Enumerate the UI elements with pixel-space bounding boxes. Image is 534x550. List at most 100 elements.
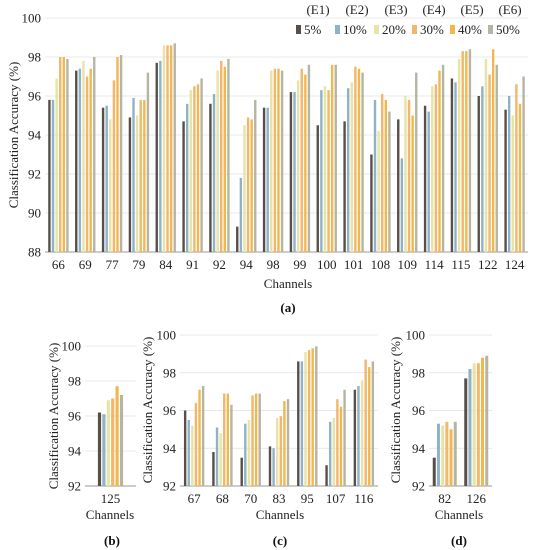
bar-67-30pct: [194, 402, 198, 486]
bar-77-20pct: [109, 119, 112, 253]
x-axis-label: Channels: [256, 507, 304, 522]
bar-83-20pct: [276, 418, 279, 486]
legend-swatch: [412, 25, 417, 34]
bar-122-10pct: [481, 86, 484, 252]
bar-68-10pct: [215, 427, 219, 486]
bar-101-20pct: [350, 82, 353, 252]
bar-95-30pct: [307, 350, 311, 486]
bar-100-20pct: [323, 86, 327, 252]
bar-125-20pct: [106, 400, 110, 486]
bar-67-20pct: [191, 425, 194, 486]
x-tick-label: 91: [186, 257, 199, 272]
bar-98-30pct: [273, 68, 277, 252]
bar-114-5pct: [423, 105, 427, 252]
x-tick-label: 109: [398, 257, 418, 272]
bar-126-5pct: [464, 378, 468, 486]
bar-77-40pct: [116, 57, 119, 252]
bar-67-40pct: [198, 389, 201, 486]
bar-95-10pct: [300, 361, 304, 486]
bar-70-20pct: [247, 419, 251, 486]
bar-124-5pct: [504, 109, 507, 253]
bar-95-40pct: [311, 348, 314, 486]
y-axis-label: Classification Accuracy (%): [140, 337, 155, 484]
legend-swatch: [374, 25, 379, 34]
bar-122-5pct: [477, 96, 480, 252]
bar-67-5pct: [183, 410, 187, 486]
bar-95-50pct: [315, 346, 318, 486]
legend-label: 40%: [458, 22, 482, 37]
bar-99-50pct: [307, 64, 311, 252]
y-tick-label: 96: [412, 403, 426, 418]
x-axis-label: Channels: [86, 507, 134, 522]
bar-116-30pct: [364, 359, 367, 486]
legend-code: (E3): [384, 2, 407, 17]
bar-69-10pct: [78, 68, 82, 252]
bar-99-20pct: [296, 80, 300, 253]
x-axis-label: Channels: [435, 507, 483, 522]
bar-79-20pct: [135, 115, 139, 252]
y-tick-label: 90: [28, 206, 41, 221]
bar-114-30pct: [434, 84, 438, 252]
bar-124-20pct: [511, 115, 514, 252]
bar-116-10pct: [357, 385, 360, 486]
x-tick-label: 92: [213, 257, 226, 272]
bar-82-30pct: [445, 421, 449, 486]
bar-70-10pct: [244, 423, 247, 486]
bar-70-30pct: [251, 395, 254, 486]
bar-108-10pct: [373, 99, 377, 253]
bar-114-20pct: [431, 86, 434, 252]
bar-79-10pct: [132, 97, 135, 252]
x-tick-label: 84: [159, 257, 173, 272]
bar-99-40pct: [304, 74, 307, 252]
x-tick-label: 126: [467, 491, 487, 506]
bar-101-50pct: [361, 72, 364, 252]
bar-98-5pct: [262, 107, 266, 252]
x-tick-label: 94: [240, 257, 254, 272]
y-tick-label: 92: [28, 167, 41, 182]
x-axis-label: Channels: [264, 276, 312, 291]
bar-69-40pct: [89, 68, 92, 252]
bar-92-10pct: [212, 94, 216, 252]
bar-115-40pct: [465, 51, 468, 253]
x-tick-label: 100: [317, 257, 337, 272]
legend-label: 30%: [420, 22, 444, 37]
bar-82-20pct: [441, 425, 445, 486]
y-tick-label: 100: [157, 328, 177, 343]
chart-panel-a: 88 90 92 94 96 98 100 66 69 77 79 84 91 92 94 98 99 100 10…: [6, 11, 528, 315]
bar-108-5pct: [370, 154, 373, 252]
bar-98-40pct: [277, 68, 280, 252]
bar-108-30pct: [381, 94, 384, 252]
y-tick-label: 92: [68, 479, 81, 494]
legend-label: 10%: [343, 22, 367, 37]
x-tick-label: 82: [438, 491, 451, 506]
y-tick-label: 88: [28, 245, 41, 260]
bar-116-20pct: [360, 380, 364, 486]
y-tick-label: 98: [412, 365, 425, 380]
bar-70-50pct: [258, 393, 261, 486]
bar-69-30pct: [85, 76, 89, 252]
bar-126-30pct: [476, 363, 480, 486]
x-tick-label: 77: [106, 257, 120, 272]
bar-126-10pct: [468, 368, 472, 486]
bar-99-5pct: [289, 92, 293, 252]
bar-66-40pct: [62, 57, 66, 252]
bar-94-30pct: [246, 117, 250, 252]
bar-101-10pct: [346, 88, 350, 252]
bar-124-30pct: [515, 84, 518, 252]
bar-124-40pct: [518, 103, 522, 252]
x-tick-label: 83: [273, 491, 286, 506]
y-tick-label: 94: [412, 441, 426, 456]
bar-79-40pct: [143, 99, 146, 253]
bar-125-40pct: [115, 386, 119, 486]
panel-label: (c): [273, 533, 287, 548]
bar-99-10pct: [293, 92, 296, 252]
bar-77-5pct: [101, 107, 105, 252]
bar-100-50pct: [334, 64, 337, 252]
x-tick-label: 115: [451, 257, 470, 272]
x-tick-label: 67: [188, 491, 202, 506]
bar-95-5pct: [297, 361, 300, 486]
bar-101-5pct: [343, 121, 346, 252]
bar-66-10pct: [51, 99, 55, 253]
bar-68-30pct: [223, 393, 226, 486]
legend-swatch: [296, 25, 301, 34]
